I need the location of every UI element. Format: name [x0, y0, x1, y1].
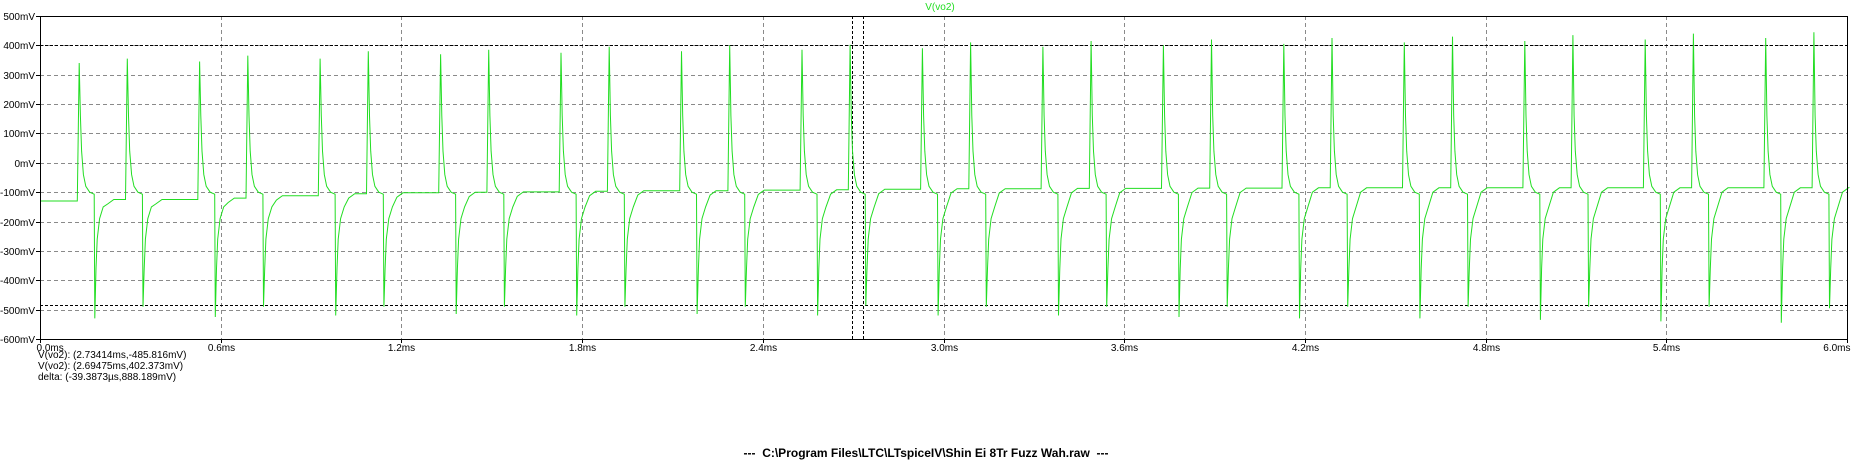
x-tick-label: 0.0ms	[37, 343, 64, 354]
trace-name-label[interactable]: V(vo2)	[925, 2, 954, 13]
x-tick-label: 0.6ms	[208, 343, 235, 354]
x-tick-label: 4.8ms	[1473, 343, 1500, 354]
x-tick-label: 1.2ms	[388, 343, 415, 354]
x-tick-label: 5.4ms	[1653, 343, 1680, 354]
trace-layer	[40, 32, 1851, 323]
cursor-lines[interactable]	[40, 16, 1847, 339]
y-tick-label: -200mV	[0, 218, 35, 229]
y-tick-label: -500mV	[0, 306, 35, 317]
x-tick-label: 1.8ms	[569, 343, 596, 354]
y-tick-label: 400mV	[3, 41, 35, 52]
x-tick-label: 6.0ms	[1823, 343, 1850, 354]
grid-lines	[40, 16, 1847, 339]
file-path-title: --- C:\Program Files\LTC\LTspiceIV\Shin …	[743, 446, 1109, 460]
y-tick-label: 100mV	[3, 129, 35, 140]
y-tick-label: 300mV	[3, 71, 35, 82]
x-tick-label: 3.6ms	[1111, 343, 1138, 354]
x-tick-label: 4.2ms	[1292, 343, 1319, 354]
y-tick-label: 0mV	[14, 159, 35, 170]
x-tick-label: 3.0ms	[931, 343, 958, 354]
y-tick-label: -400mV	[0, 276, 35, 287]
vo2-trace[interactable]	[40, 32, 1851, 323]
y-tick-label: -300mV	[0, 247, 35, 258]
y-axis-ticks: 500mV 400mV 300mV 200mV 100mV 0mV -100mV -200mV…	[0, 12, 40, 346]
x-axis-ticks: 0.0ms 0.6ms 1.2ms 1.8ms 2.4ms 3.0ms 3.6ms 4.2ms…	[37, 339, 1851, 354]
cursor-readout-delta: delta: (-39.3873µs,888.189mV)	[38, 372, 177, 383]
y-tick-label: -100mV	[0, 188, 35, 199]
cursor-readout-1: V(vo2): (2.73414ms,-485.816mV)	[38, 350, 187, 361]
y-tick-label: -600mV	[0, 335, 35, 346]
x-tick-label: 2.4ms	[750, 343, 777, 354]
y-tick-label: 500mV	[3, 12, 35, 23]
y-tick-label: 200mV	[3, 100, 35, 111]
cursor-readout-2: V(vo2): (2.69475ms,402.373mV)	[38, 361, 184, 372]
